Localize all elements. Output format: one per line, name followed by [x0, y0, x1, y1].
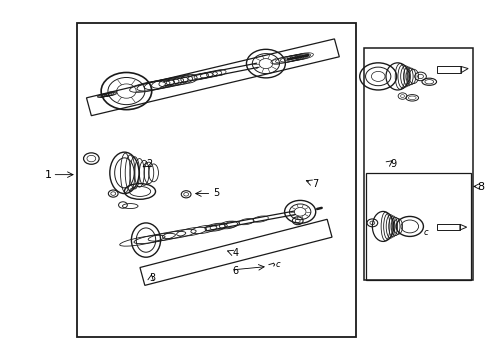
- Text: 5: 5: [212, 188, 219, 198]
- Text: 1: 1: [45, 170, 52, 180]
- Text: c: c: [276, 260, 280, 269]
- Text: 4: 4: [232, 248, 238, 258]
- Text: 3: 3: [149, 273, 156, 283]
- Text: 8: 8: [476, 182, 483, 192]
- Bar: [366, 173, 469, 280]
- Text: 2: 2: [146, 159, 152, 169]
- Bar: [436, 66, 460, 73]
- Bar: [77, 23, 356, 337]
- Text: c: c: [423, 228, 427, 237]
- Text: 7: 7: [312, 179, 318, 189]
- Bar: [436, 224, 459, 230]
- Text: 6: 6: [232, 266, 238, 276]
- Text: 9: 9: [389, 159, 396, 169]
- Bar: [363, 48, 472, 280]
